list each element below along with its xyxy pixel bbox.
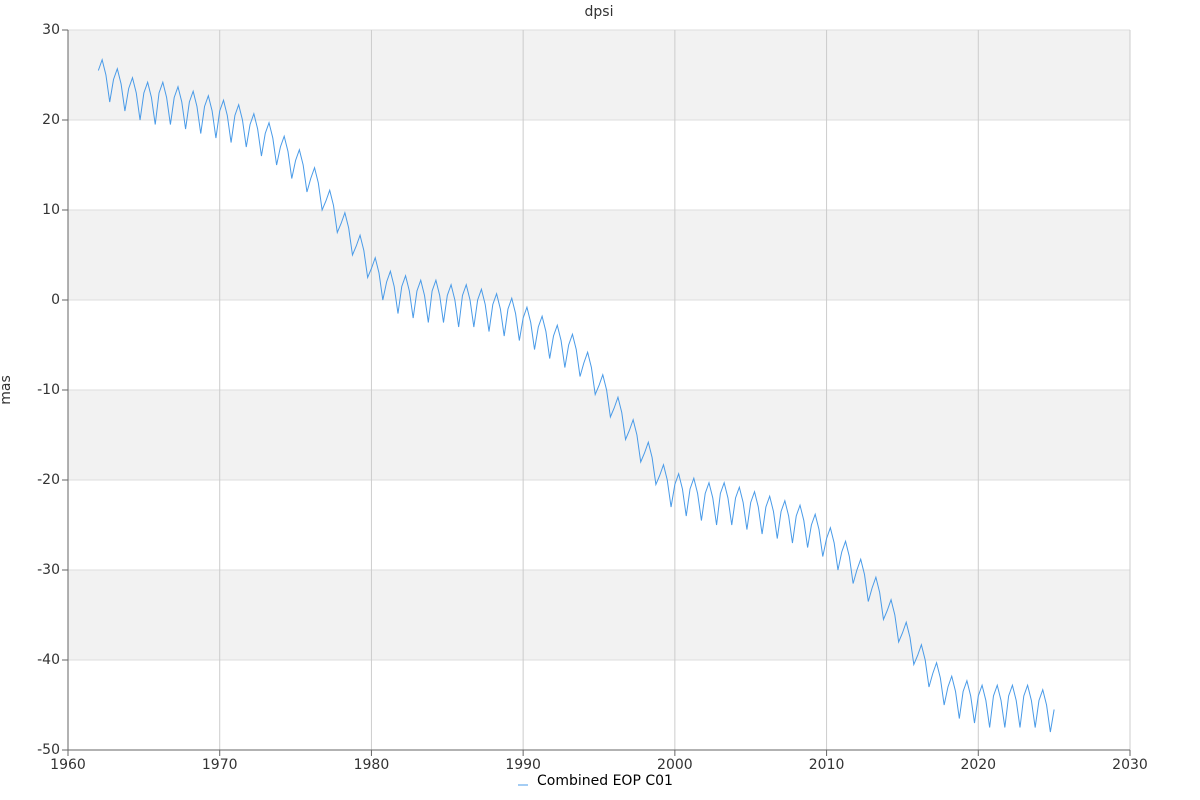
x-tick-label: 1990 <box>505 757 541 773</box>
x-tick-label: 1960 <box>50 757 86 773</box>
y-tick-label: -50 <box>37 742 60 758</box>
x-tick-label: 2010 <box>809 757 845 773</box>
y-tick-label: -20 <box>37 472 60 488</box>
y-axis-label: mas <box>0 375 14 405</box>
y-tick-label: 10 <box>42 202 60 218</box>
y-tick-label: -40 <box>37 652 60 668</box>
grid-band <box>68 210 1130 300</box>
x-tick-label: 2030 <box>1112 757 1148 773</box>
y-tick-label: 0 <box>51 292 60 308</box>
grid-band <box>68 390 1130 480</box>
data-line <box>97 57 1055 733</box>
y-tick-label: 20 <box>42 112 60 128</box>
y-tick-label: -10 <box>37 382 60 398</box>
x-tick-label: 2020 <box>960 757 996 773</box>
y-tick-label: 30 <box>42 22 60 38</box>
x-tick-label: 1980 <box>354 757 390 773</box>
legend-label: Combined EOP C01 <box>537 773 673 789</box>
x-tick-label: 1970 <box>202 757 238 773</box>
grid-band <box>68 30 1130 120</box>
y-tick-label: -30 <box>37 562 60 578</box>
chart-title: dpsi <box>585 4 614 20</box>
grid-band <box>68 570 1130 660</box>
x-tick-label: 2000 <box>657 757 693 773</box>
